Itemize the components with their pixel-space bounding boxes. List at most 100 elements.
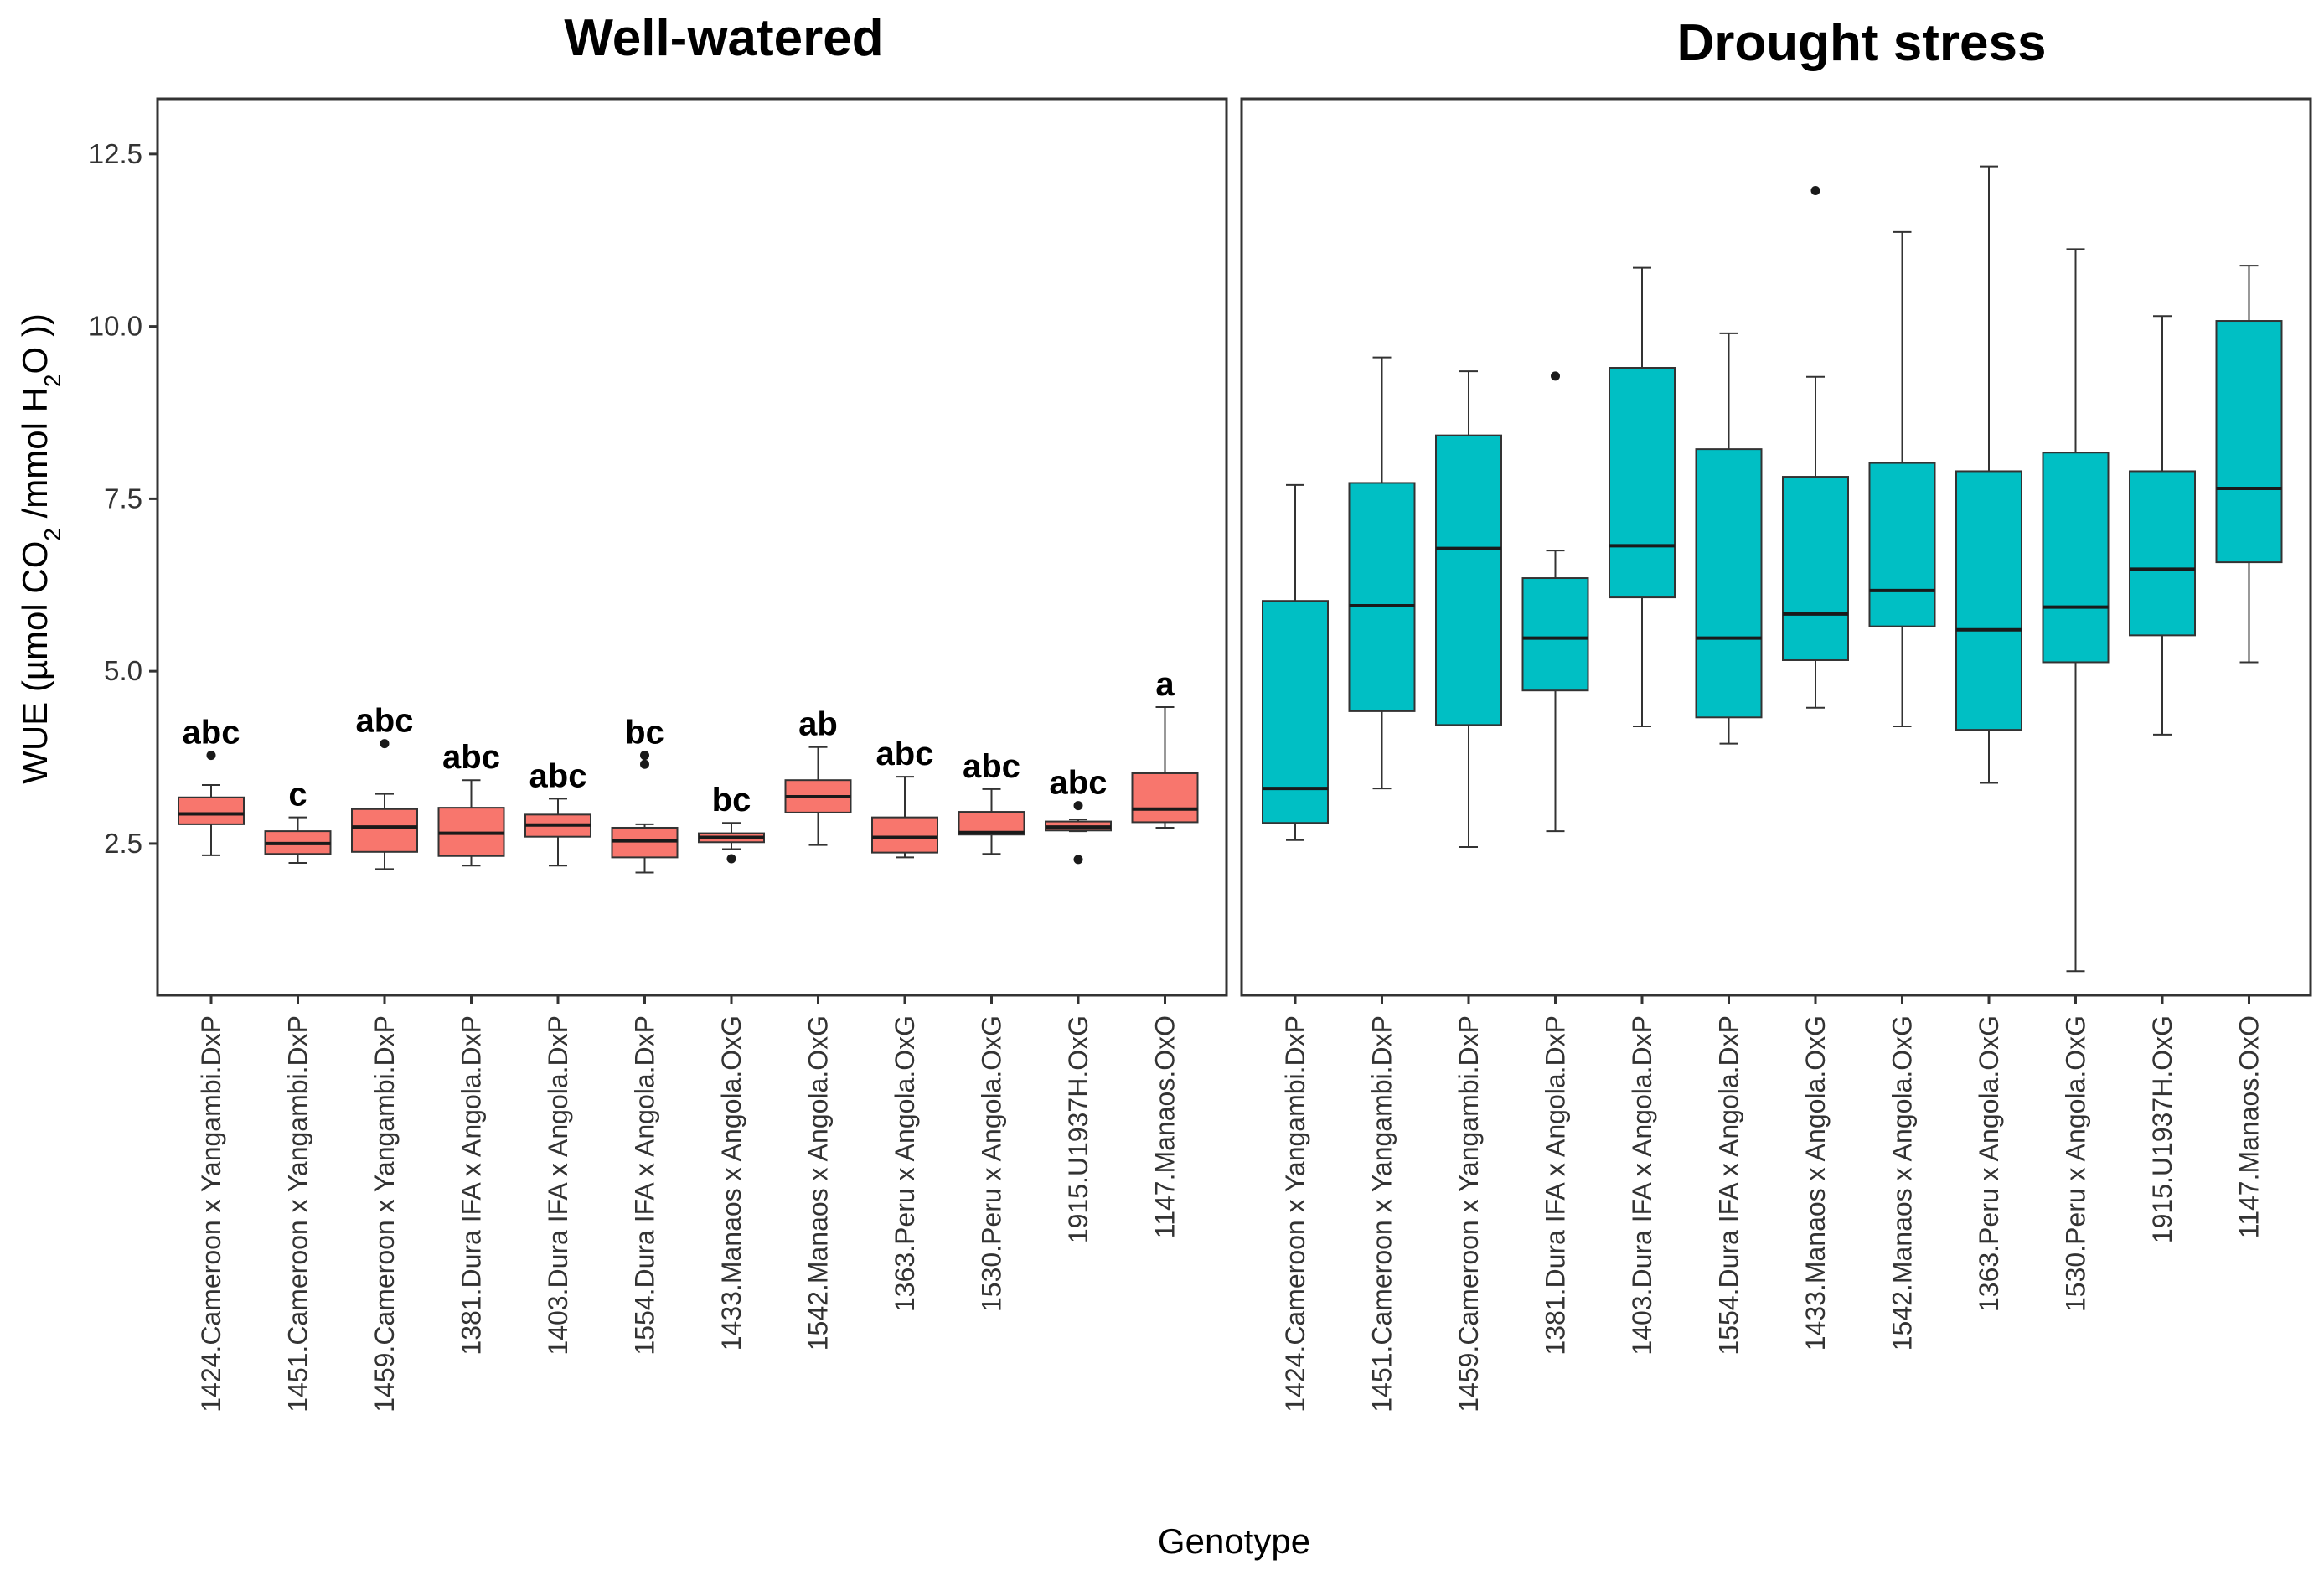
box-well-watered-11: abc [1045,765,1112,865]
y-axis-title: WUE (µmol CO2 /mmol H2O )) [15,313,65,784]
significance-letter: bc [712,782,751,819]
panel-title-well-watered: Well-watered [564,9,883,67]
x-tick-label: 1424.Cameroon x Yangambi.DxP [1280,1015,1310,1412]
box-well-watered-1: abc [178,715,245,856]
x-tick-label: 1424.Cameroon x Yangambi.DxP [196,1015,226,1412]
box-iqr [1609,367,1676,599]
box-iqr [1262,600,1329,824]
box-well-watered-2: c [264,777,332,864]
y-axis: 2.5 5.0 7.5 10.0 12.5 [89,138,158,859]
box-well-watered-8: ab [784,706,852,846]
box-iqr [2129,470,2196,637]
x-axis-title: Genotype [1158,1521,1310,1561]
x-tick-label: 1451.Cameroon x Yangambi.DxP [283,1015,313,1412]
x-tick-label: 1554.Dura IFA x Angola.DxP [630,1015,660,1356]
significance-letter: abc [963,748,1020,785]
box-well-watered-4: abc [437,739,505,867]
box-well-watered-10: abc [958,748,1025,855]
box-drought-11 [2129,315,2196,736]
box-iqr [1435,434,1502,726]
box-drought-9 [1955,165,2022,784]
box-iqr [871,816,938,854]
x-tick-label: 1147.Manaos.OxO [1150,1015,1180,1238]
outlier-point [206,751,216,761]
x-tick-label: 1459.Cameroon x Yangambi.DxP [369,1015,400,1412]
x-tick-label: 1363.Peru x Angola.OxG [1974,1015,2004,1312]
y-axis-title-prefix: WUE (µmol CO [15,541,54,784]
box-drought-6 [1695,332,1763,745]
outlier-point [640,751,649,761]
y-tick-label: 5.0 [104,655,142,686]
outlier-point [1073,855,1083,865]
outlier-point [640,759,649,769]
box-drought-2 [1348,356,1416,790]
outlier-point [1073,801,1083,811]
box-iqr [1348,482,1416,712]
significance-letter: ab [798,706,838,743]
x-tick-label: 1554.Dura IFA x Angola.DxP [1714,1015,1744,1356]
x-tick-label: 1459.Cameroon x Yangambi.DxP [1454,1015,1484,1412]
x-tick-label: 1363.Peru x Angola.OxG [890,1015,920,1312]
significance-letter: a [1155,666,1175,703]
x-tick-label: 1403.Dura IFA x Angola.DxP [1627,1015,1657,1356]
box-well-watered-6: bc [611,715,679,874]
x-tick-label: 1381.Dura IFA x Angola.DxP [457,1015,487,1356]
y-tick-label: 7.5 [104,483,142,514]
box-iqr [1955,470,2022,731]
significance-letter: abc [529,757,587,794]
significance-letter: abc [442,739,500,776]
significance-letter: abc [876,736,934,772]
box-iqr [351,808,418,853]
boxes-drought-stress [1262,165,2283,973]
significance-letter: bc [625,715,664,751]
box-drought-7 [1782,185,1849,709]
panel-title-drought-stress: Drought stress [1677,14,2047,72]
box-well-watered-9: abc [871,736,938,859]
x-tick-label: 1147.Manaos.OxO [2234,1015,2265,1238]
panel-frame-well-watered [156,97,1228,997]
box-iqr [611,826,679,859]
box-well-watered-7: bc [698,782,765,864]
box-well-watered-3: abc [351,703,418,870]
significance-letter: c [288,777,307,813]
y-axis-title-sub-h2o: 2 [39,374,65,387]
x-tick-label: 1381.Dura IFA x Angola.DxP [1541,1015,1571,1356]
x-tick-label: 1451.Cameroon x Yangambi.DxP [1367,1015,1397,1412]
x-tick-label: 1915.U1937H.OxG [2147,1015,2177,1243]
box-drought-10 [2042,248,2110,973]
significance-letter: abc [183,715,240,751]
y-tick-label: 2.5 [104,828,142,859]
box-iqr [1868,462,1936,627]
outlier-point [380,739,390,749]
box-iqr [958,811,1025,836]
box-iqr [178,796,245,825]
significance-letter: abc [356,703,414,740]
x-tick-labels-well-watered: 1424.Cameroon x Yangambi.DxP 1451.Cameroo… [196,995,1180,1412]
y-tick-label: 10.0 [89,311,142,342]
x-tick-label: 1915.U1937H.OxG [1063,1015,1093,1243]
x-tick-label: 1542.Manaos x Angola.OxG [1888,1015,1918,1351]
significance-letter: abc [1050,765,1108,802]
box-well-watered-12: a [1131,666,1199,829]
y-axis-title-suffix: O )) [15,313,54,374]
box-drought-1 [1262,483,1329,841]
x-tick-label: 1530.Peru x Angola.OxG [2061,1015,2091,1312]
x-tick-label: 1542.Manaos x Angola.OxG [803,1015,834,1351]
box-iqr [2042,452,2110,664]
x-tick-label: 1530.Peru x Angola.OxG [977,1015,1007,1312]
box-iqr [1782,476,1849,661]
box-iqr [1695,448,1763,719]
outlier-point [1810,185,1820,195]
outlier-point [726,854,736,864]
x-tick-labels-drought-stress: 1424.Cameroon x Yangambi.DxP 1451.Cameroo… [1280,995,2265,1412]
box-drought-8 [1868,230,1936,727]
box-well-watered-5: abc [524,757,591,867]
outlier-point [1551,371,1560,381]
y-axis-title-sub-co2: 2 [39,528,65,541]
box-iqr [2215,320,2283,564]
y-tick-label: 12.5 [89,138,142,169]
box-iqr [1131,772,1199,824]
box-drought-12 [2215,265,2283,664]
